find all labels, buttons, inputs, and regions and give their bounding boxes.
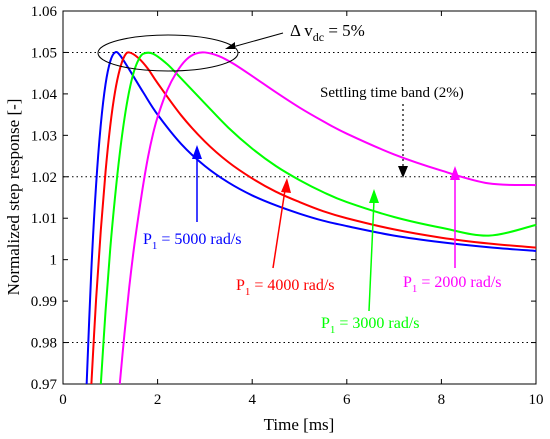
arrowhead-p1-3000 <box>369 189 379 203</box>
y-tick-label: 1.05 <box>31 45 57 61</box>
arrow-p1-4000 <box>272 189 286 269</box>
settling-annotation: Settling time band (2%) <box>320 85 464 178</box>
label-p1-2000: P1 = 2000 rad/s <box>403 274 502 295</box>
settling-label: Settling time band (2%) <box>320 85 464 101</box>
arrowhead-p1-2000 <box>450 166 460 180</box>
axis-ticks <box>62 10 537 385</box>
x-tick-label: 6 <box>343 392 351 408</box>
x-axis-label: Time [ms] <box>264 415 335 434</box>
arrow-p1-3000 <box>368 199 375 312</box>
plot-area <box>62 10 537 385</box>
y-tick-label: 1 <box>50 253 58 269</box>
y-tick-label: 1.02 <box>31 170 57 186</box>
overshoot-arrow <box>228 32 284 49</box>
x-tick-label: 4 <box>248 392 256 408</box>
series-line-p1-3000 <box>99 51 537 385</box>
series-line-p1-4000 <box>90 51 537 385</box>
series-lines <box>85 50 537 385</box>
y-tick-label: 0.99 <box>31 294 57 310</box>
y-tick-labels: 0.97 0.98 0.99 1 1.01 1.02 1.03 1.04 1.05 1.06 <box>31 4 58 393</box>
series-line-p1-2000 <box>118 51 537 385</box>
label-p1-5000: P1 = 5000 rad/s <box>143 231 242 252</box>
y-tick-label: 1.04 <box>31 87 58 103</box>
overshoot-annotation: Δ vdc = 5% <box>97 21 365 72</box>
label-p1-4000: P1 = 4000 rad/s <box>236 277 335 298</box>
series-line-p1-5000 <box>85 50 537 385</box>
settling-arrowhead <box>398 166 408 178</box>
series-label-p1-4000: P1 = 4000 rad/s <box>236 178 335 298</box>
overshoot-label: Δ vdc = 5% <box>290 21 365 44</box>
label-p1-3000: P1 = 3000 rad/s <box>321 315 420 336</box>
x-tick-labels: 0 2 4 6 8 10 <box>59 392 543 408</box>
y-axis-label: Normalized step response [-] <box>4 99 23 296</box>
overshoot-arrowhead <box>225 42 235 49</box>
x-tick-label: 10 <box>529 392 544 408</box>
arrowhead-p1-5000 <box>192 145 202 159</box>
y-tick-label: 1.01 <box>31 211 57 227</box>
y-tick-label: 1.03 <box>31 128 57 144</box>
series-label-p1-3000: P1 = 3000 rad/s <box>321 189 420 336</box>
x-tick-label: 0 <box>59 392 67 408</box>
overshoot-ellipse <box>97 34 239 72</box>
y-tick-label: 1.06 <box>31 4 58 20</box>
series-label-p1-5000: P1 = 5000 rad/s <box>143 145 242 252</box>
arrowhead-p1-4000 <box>281 178 291 193</box>
y-tick-label: 0.98 <box>31 336 57 352</box>
x-tick-label: 2 <box>154 392 162 408</box>
y-tick-label: 0.97 <box>31 377 58 393</box>
x-tick-label: 8 <box>438 392 446 408</box>
series-label-p1-2000: P1 = 2000 rad/s <box>403 166 502 295</box>
